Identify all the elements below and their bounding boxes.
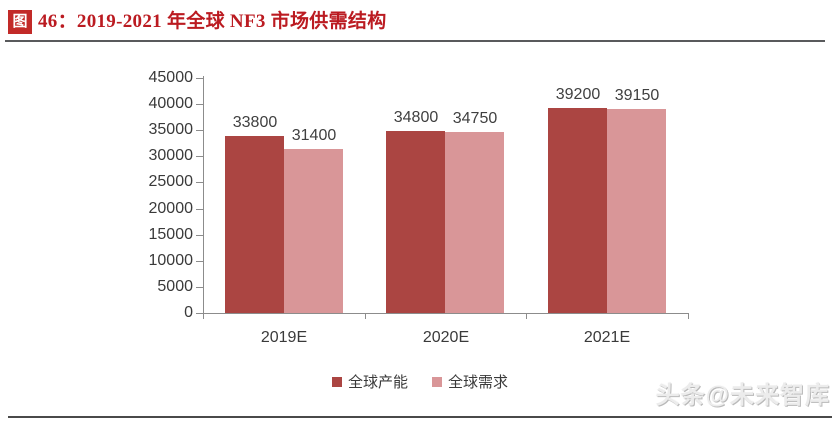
bottom-divider [8, 416, 832, 418]
x-axis-line [203, 313, 689, 314]
y-axis-label: 20000 [148, 199, 194, 217]
y-axis-label: 45000 [148, 69, 194, 86]
bar-全球产能-2021E [548, 108, 607, 313]
title-divider [5, 40, 825, 42]
y-axis-tick [196, 208, 203, 210]
y-axis-line [203, 76, 204, 313]
y-axis-label: 25000 [148, 173, 194, 191]
legend-item-全球需求: 全球需求 [432, 371, 508, 392]
x-axis-tick [526, 313, 527, 319]
x-axis-tick [203, 313, 204, 319]
bar-chart: 全球产能 全球需求 0 5000 10000 15000 20000 25000 30000 3… [0, 46, 838, 406]
y-axis-tick [196, 234, 203, 236]
legend-swatch-icon [432, 376, 442, 387]
value-label: 39150 [614, 87, 660, 104]
value-label: 39200 [555, 86, 601, 103]
bar-全球产能-2019E [225, 136, 284, 313]
category-label: 2019E [260, 329, 308, 346]
y-axis-tick [196, 286, 203, 288]
legend-item-全球产能: 全球产能 [331, 371, 408, 392]
value-label: 31400 [291, 127, 337, 144]
bar-全球需求-2020E [445, 132, 504, 313]
y-axis-tick [196, 130, 203, 132]
category-label: 2021E [583, 329, 631, 346]
x-axis-tick [688, 313, 689, 319]
figure-badge: 图 [8, 10, 32, 34]
y-axis-tick [196, 78, 203, 79]
y-axis-label: 15000 [148, 225, 194, 243]
y-axis-label: 10000 [148, 251, 194, 269]
value-label: 34800 [393, 109, 439, 126]
y-axis-tick [196, 260, 203, 262]
watermark: 头条@未来智库 [655, 382, 830, 409]
y-axis-label: 5000 [157, 277, 193, 295]
legend-label: 全球需求 [448, 374, 509, 391]
bar-全球需求-2021E [607, 109, 666, 313]
y-axis-tick [196, 313, 203, 314]
y-axis-label: 30000 [148, 147, 194, 165]
legend-label: 全球产能 [347, 374, 408, 391]
category-label: 2020E [422, 329, 470, 346]
y-axis-label: 40000 [148, 95, 194, 113]
y-axis-label: 0 [184, 304, 193, 321]
x-axis-tick [365, 313, 366, 319]
legend-swatch-icon [331, 376, 342, 387]
figure-title: 46：2019-2021 年全球 NF3 市场供需结构 [38, 11, 387, 32]
value-label: 33800 [232, 114, 278, 131]
value-label: 34750 [452, 110, 498, 127]
y-axis-label: 35000 [148, 121, 194, 139]
y-axis-tick [196, 182, 203, 184]
y-axis-tick [196, 104, 203, 106]
chart-legend: 全球产能 全球需求 [130, 371, 710, 392]
bar-全球需求-2019E [284, 149, 343, 313]
bar-全球产能-2020E [386, 131, 445, 313]
y-axis-tick [196, 156, 203, 158]
